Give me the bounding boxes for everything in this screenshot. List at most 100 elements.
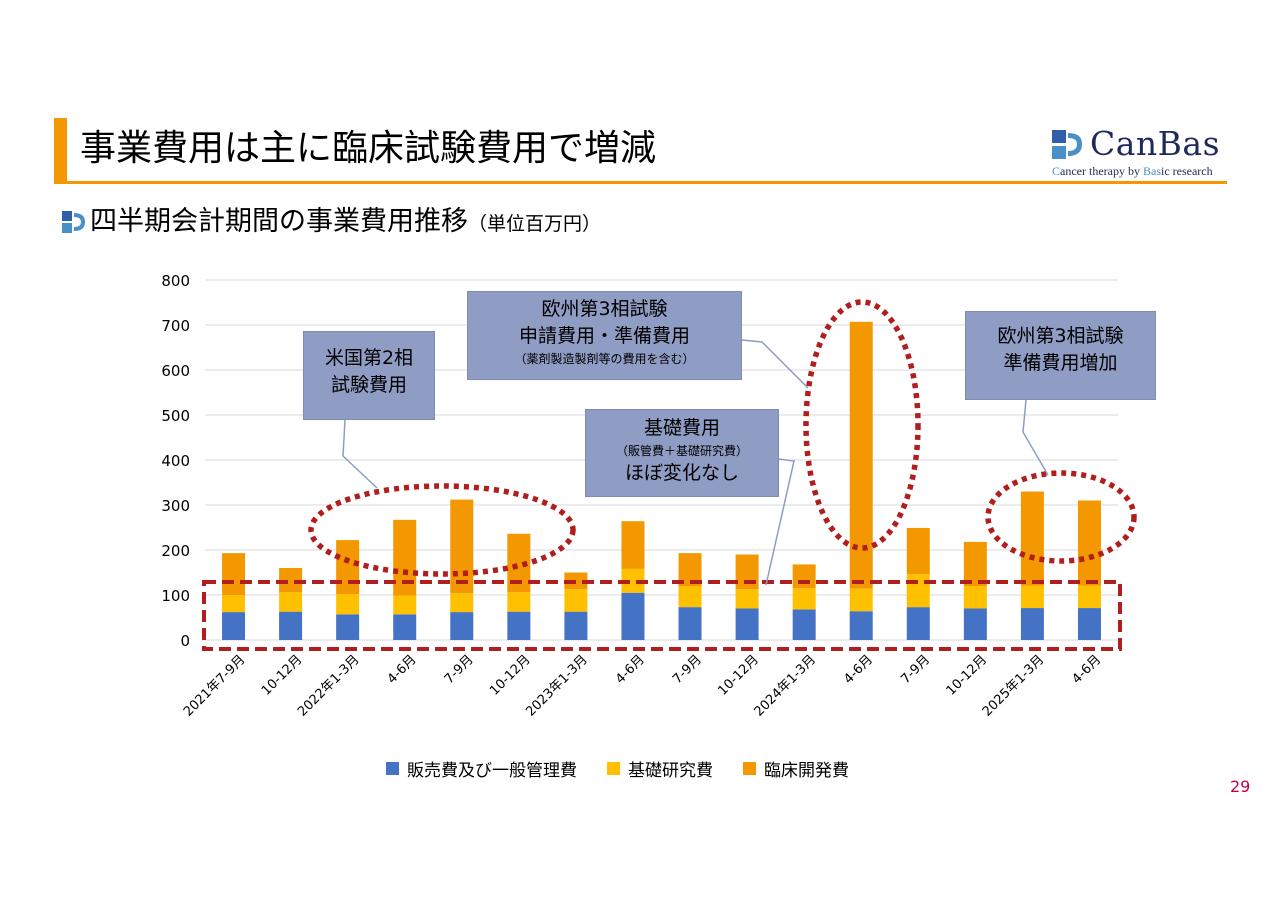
legend-item-basic-research: 基礎研究費	[607, 756, 713, 781]
legend-swatch-clinical	[743, 761, 756, 775]
x-tick-label: 10-12月	[259, 652, 306, 699]
bar-clinical	[1077, 500, 1101, 586]
y-tick-label: 100	[161, 587, 190, 605]
y-axis-ticks: 0 100 200 300 400 500 600 700 800	[161, 272, 190, 650]
legend-swatch-sga	[386, 761, 399, 775]
logo-tagline: Cancer therapy by Basic research	[1052, 164, 1213, 178]
leader-line-eu-application	[741, 339, 809, 389]
x-tick-label: 10-12月	[715, 652, 762, 699]
bars	[222, 321, 1101, 640]
x-tick-label: 10-12月	[487, 652, 534, 699]
bullet-logo-icon	[62, 211, 85, 233]
title-underline	[54, 181, 1227, 184]
x-tick-label: 2023年1-3月	[523, 652, 590, 719]
bar-basic-research	[1077, 585, 1101, 609]
y-tick-label: 200	[161, 542, 190, 560]
bar-clinical	[507, 533, 531, 593]
bar-basic-research	[963, 586, 987, 609]
x-tick-label: 7-9月	[670, 652, 705, 687]
bar-sga	[450, 612, 474, 640]
bar-sga	[849, 611, 873, 640]
bar-clinical	[1020, 491, 1044, 586]
bar-sga	[564, 611, 588, 640]
x-tick-label: 10-12月	[944, 652, 991, 699]
bar-basic-research	[849, 588, 873, 612]
x-tick-label: 2022年1-3月	[295, 652, 362, 719]
bar-clinical	[792, 564, 816, 589]
bar-sga	[906, 607, 930, 640]
bar-basic-research	[564, 589, 588, 612]
bar-clinical	[678, 553, 702, 586]
bar-clinical	[336, 540, 360, 595]
bar-sga	[735, 608, 759, 640]
bar-clinical	[279, 568, 303, 593]
legend-label-clinical: 臨床開発費	[764, 760, 849, 781]
callout-us-phase2: 米国第2相 試験費用	[303, 331, 435, 420]
logo-mark-icon	[1052, 130, 1082, 159]
leader-line-eu-prep	[1022, 399, 1049, 476]
legend-label-sga: 販売費及び一般管理費	[407, 760, 577, 781]
x-tick-label: 2024年1-3月	[752, 652, 819, 719]
x-tick-label: 4-6月	[385, 652, 420, 687]
chart-subtitle: 四半期会計期間の事業費用推移（単位百万円）	[90, 206, 602, 237]
bar-sga	[1020, 608, 1044, 640]
callout-eu-phase3-prep: 欧州第3相試験 準備費用増加	[965, 311, 1156, 400]
y-tick-label: 600	[161, 362, 190, 380]
y-tick-label: 500	[161, 407, 190, 425]
bar-sga	[507, 611, 531, 640]
x-tick-label: 2025年1-3月	[980, 652, 1047, 719]
legend-item-sga: 販売費及び一般管理費	[386, 756, 577, 781]
highlight-ellipse-us-phase2	[308, 483, 576, 577]
x-tick-label: 2021年7-9月	[181, 652, 248, 719]
title-accent-bar	[54, 118, 67, 183]
x-tick-label: 7-9月	[442, 652, 477, 687]
bar-clinical	[849, 321, 873, 589]
legend-item-clinical: 臨床開発費	[743, 756, 849, 781]
bar-sga	[678, 607, 702, 640]
bar-clinical	[222, 553, 246, 595]
bar-basic-research	[906, 574, 930, 608]
bar-sga	[963, 608, 987, 640]
bar-sga	[792, 609, 816, 640]
bar-sga	[1077, 608, 1101, 640]
bar-clinical	[906, 527, 930, 575]
y-tick-label: 300	[161, 497, 190, 515]
callout-eu-phase3-application: 欧州第3相試験 申請費用・準備費用 （薬剤製造製剤等の費用を含む）	[467, 291, 742, 380]
bar-sga	[621, 592, 645, 640]
bar-sga	[393, 614, 417, 640]
leader-line-us-phase2	[342, 419, 378, 489]
annotations	[202, 299, 1137, 651]
page-number: 29	[1230, 777, 1251, 796]
highlight-ellipse-eu-prep	[985, 470, 1137, 564]
bar-clinical	[963, 541, 987, 586]
bar-basic-research	[507, 592, 531, 612]
bar-basic-research	[678, 586, 702, 608]
bar-basic-research	[222, 595, 246, 613]
bar-sga	[222, 612, 246, 640]
bar-basic-research	[1020, 585, 1044, 609]
bar-sga	[279, 611, 303, 640]
bar-sga	[336, 614, 360, 640]
highlight-box-basic-costs	[202, 580, 1122, 651]
leader-line-basic-costs	[765, 458, 795, 586]
bar-basic-research	[792, 588, 816, 610]
x-tick-label: 4-6月	[613, 652, 648, 687]
unit-label: （単位百万円）	[468, 213, 602, 235]
bar-basic-research	[279, 592, 303, 612]
y-tick-label: 400	[161, 452, 190, 470]
bar-clinical	[450, 499, 474, 594]
y-tick-label: 700	[161, 317, 190, 335]
highlight-ellipse-eu-application	[803, 299, 921, 551]
slide-title: 事業費用は主に臨床試験費用で増減	[80, 128, 657, 169]
y-tick-label: 800	[161, 272, 190, 290]
legend-label-basic-research: 基礎研究費	[628, 760, 713, 781]
x-tick-label: 4-6月	[841, 652, 876, 687]
bar-basic-research	[393, 595, 417, 615]
bar-basic-research	[621, 568, 645, 593]
x-tick-label: 4-6月	[1069, 652, 1104, 687]
callout-basic-costs: 基礎費用 （販管費＋基礎研究費） ほぼ変化なし	[585, 409, 779, 497]
canbas-logo: CanBas Cancer therapy by Basic research	[1052, 124, 1230, 180]
bar-basic-research	[336, 594, 360, 615]
